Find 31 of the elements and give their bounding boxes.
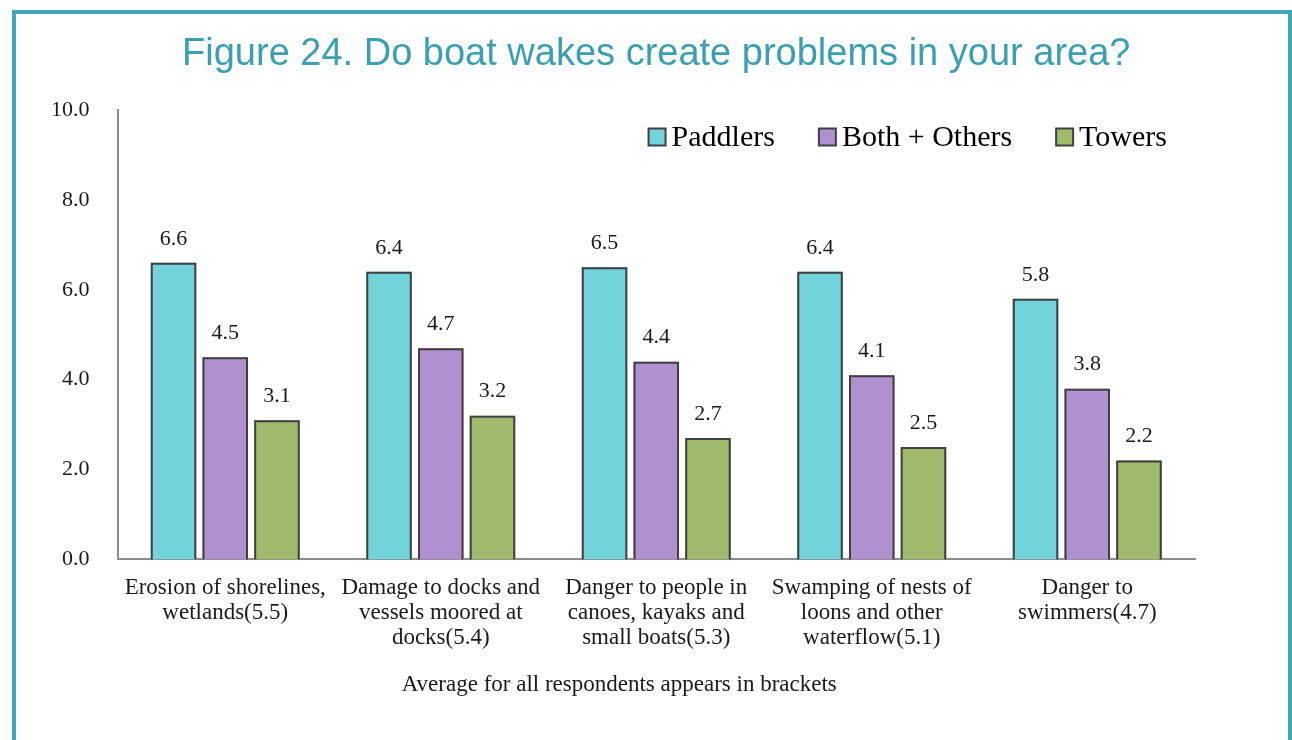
y-tick-label: 0.0 (62, 545, 90, 571)
x-tick-label: Danger to swimmers(4.7) (1017, 573, 1157, 624)
data-label: 6.4 (375, 233, 403, 259)
legend-label: Towers (1079, 118, 1168, 152)
legend-label: Paddlers (671, 118, 775, 152)
data-label: 4.1 (858, 336, 886, 362)
data-label: 3.8 (1073, 350, 1101, 376)
y-tick-label: 6.0 (62, 275, 90, 301)
data-label: 3.2 (478, 377, 507, 403)
data-label: 3.1 (263, 381, 291, 407)
y-tick-label: 4.0 (62, 365, 90, 391)
x-tick-label: Swamping of nests of loons and other waterflow(5.1) (771, 573, 973, 649)
legend-label: Both + Others (841, 118, 1013, 152)
data-label: 5.8 (1021, 260, 1050, 286)
x-tick-label: Erosion of shorelines, wetlands(5.5) (124, 573, 326, 624)
data-label: 4.4 (642, 323, 670, 349)
y-tick-label: 2.0 (62, 455, 90, 481)
data-label: 6.5 (590, 229, 619, 255)
data-label: 6.4 (806, 233, 834, 259)
x-tick-label: Danger to people in canoes, kayaks and small boats(5.3) (565, 573, 748, 649)
data-label: 2.2 (1125, 422, 1153, 448)
data-label: 4.5 (211, 319, 239, 344)
text: Average for all respondents appears in brackets (401, 671, 837, 697)
data-label: 4.7 (427, 310, 455, 336)
data-label: 2.7 (694, 399, 722, 425)
data-label: 6.6 (159, 224, 188, 250)
data-label: 2.5 (909, 408, 938, 434)
y-tick-label: 10.0 (51, 95, 90, 121)
chart-title: Figure 24. Do boat wakes create problems in your area? (182, 31, 1131, 74)
x-tick-label: Damage to docks and vessels moored at docks(5.4) (341, 573, 541, 649)
y-tick-label: 8.0 (62, 185, 90, 211)
